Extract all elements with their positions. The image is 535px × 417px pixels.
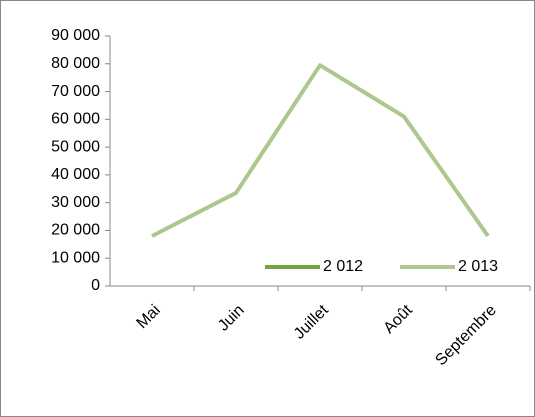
y-tick-label: 30 000 bbox=[51, 194, 100, 211]
y-tick-label: 20 000 bbox=[51, 222, 100, 239]
y-tick-label: 90 000 bbox=[51, 27, 100, 44]
y-tick-label: 50 000 bbox=[51, 138, 100, 155]
y-tick-label: 40 000 bbox=[51, 166, 100, 183]
series-line bbox=[151, 63, 490, 238]
y-tick-label: 70 000 bbox=[51, 83, 100, 100]
y-tick-label: 80 000 bbox=[51, 55, 100, 72]
legend-label: 2 013 bbox=[458, 258, 498, 275]
legend-label: 2 012 bbox=[323, 258, 363, 275]
y-tick-label: 10 000 bbox=[51, 249, 100, 266]
y-tick-label: 60 000 bbox=[51, 111, 100, 128]
y-tick-label: 0 bbox=[91, 277, 100, 294]
